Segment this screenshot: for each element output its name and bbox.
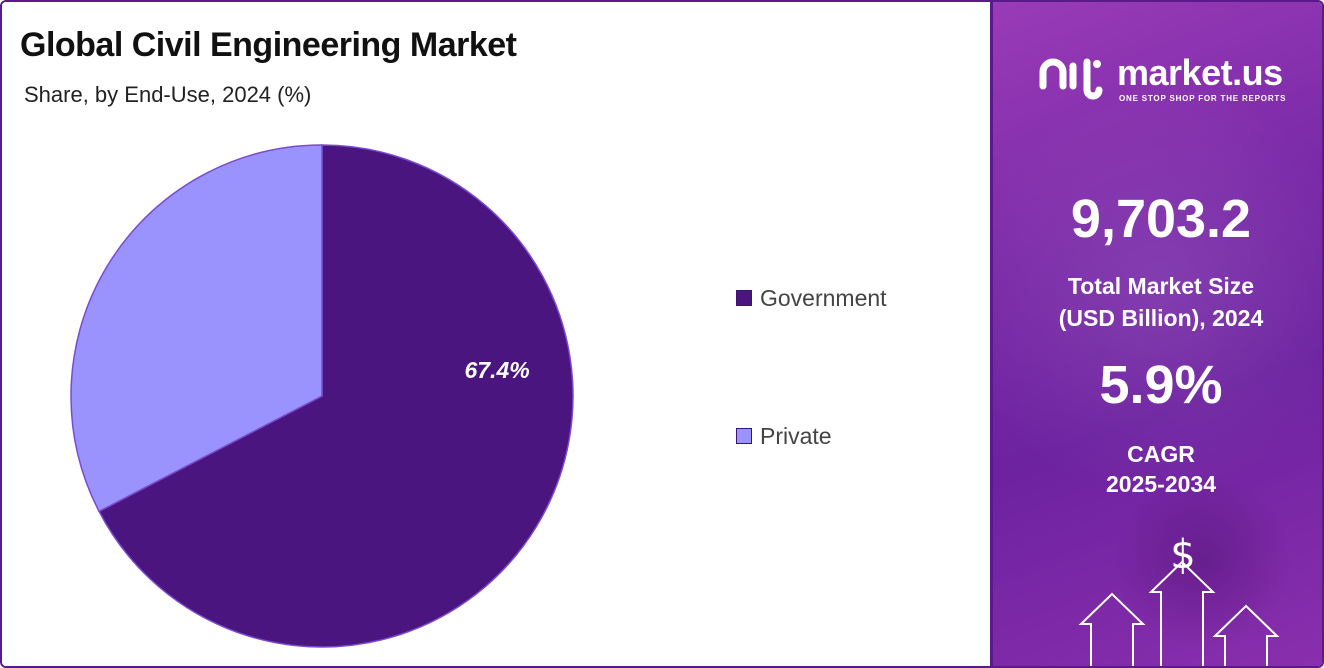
legend-item-government[interactable]: Government — [736, 284, 887, 312]
market-us-logo-icon — [1039, 58, 1103, 100]
market-size-value: 9,703.2 — [1070, 189, 1252, 249]
brand[interactable]: market.us ONE STOP SHOP FOR THE REPORTS — [1037, 52, 1322, 108]
brand-name: market.us — [1117, 52, 1283, 93]
legend-label-government: Government — [760, 284, 887, 311]
market-size-label-line2: (USD Billion), 2024 — [1058, 305, 1264, 331]
legend-swatch-government — [736, 290, 752, 306]
cagr-label-line1: CAGR — [1127, 441, 1195, 467]
legend-label-private: Private — [760, 422, 832, 449]
brand-tagline: ONE STOP SHOP FOR THE REPORTS — [1119, 94, 1287, 103]
chart-subtitle: Share, by End-Use, 2024 (%) — [24, 82, 312, 107]
chart-title: Global Civil Engineering Market — [20, 26, 517, 64]
legend-swatch-private — [736, 428, 752, 444]
cagr-value: 5.9% — [1099, 355, 1223, 415]
data-label-government: 67.4% — [464, 357, 529, 383]
legend-item-private[interactable]: Private — [736, 422, 887, 450]
pie-slice-government[interactable] — [98, 144, 574, 648]
stats-panel: market.us ONE STOP SHOP FOR THE REPORTS … — [990, 2, 1322, 666]
rising-arrows-icon: $ — [1078, 532, 1280, 666]
chart-legend: Government Private — [736, 284, 887, 560]
pie-chart: 67.4% — [70, 144, 574, 648]
cagr-label-line2: 2025-2034 — [1106, 471, 1216, 497]
pie-slice-private[interactable] — [70, 144, 323, 513]
chart-panel: Global Civil Engineering Market Share, b… — [2, 2, 990, 666]
market-size-label-line1: Total Market Size — [1067, 273, 1255, 299]
